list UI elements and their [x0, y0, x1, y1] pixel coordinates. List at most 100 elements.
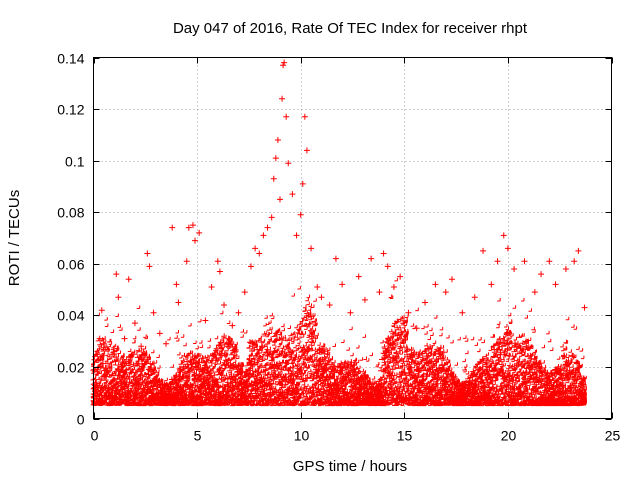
data-point-3 [100, 340, 107, 347]
data-point-52 [301, 113, 308, 120]
data-point-19 [175, 299, 182, 306]
data-point-31 [235, 309, 242, 316]
data-point-34 [252, 245, 259, 252]
x-tick-label: 20 [501, 428, 517, 444]
data-point-47 [285, 160, 292, 167]
data-point-37 [264, 224, 271, 231]
data-point-74 [448, 276, 455, 283]
data-point-7 [115, 294, 122, 301]
data-point-77 [480, 247, 487, 254]
data-point-17 [169, 224, 176, 231]
data-point-73 [442, 289, 449, 296]
data-point-1 [96, 335, 103, 342]
y-tick-label: 0.04 [57, 308, 84, 324]
data-point-89 [571, 258, 578, 265]
data-point-32 [241, 289, 248, 296]
data-point-24 [196, 229, 203, 236]
data-point-67 [390, 283, 397, 290]
data-point-53 [303, 147, 310, 154]
x-axis-label: GPS time / hours [293, 458, 407, 475]
data-point-71 [422, 299, 429, 306]
data-point-88 [562, 265, 569, 272]
scatter-noise-band [90, 277, 587, 407]
noise-band-marks [90, 277, 587, 407]
data-point-35 [256, 250, 263, 257]
data-point-15 [156, 330, 163, 337]
data-point-80 [500, 232, 507, 239]
data-point-57 [326, 302, 333, 309]
x-tick-label: 5 [194, 428, 202, 444]
data-point-59 [339, 281, 346, 288]
data-point-16 [163, 340, 170, 347]
data-point-56 [318, 294, 325, 301]
data-point-20 [183, 258, 190, 265]
x-tick-label: 25 [605, 428, 621, 444]
data-point-75 [459, 309, 466, 316]
data-point-21 [185, 224, 192, 231]
data-point-83 [521, 258, 528, 265]
data-point-6 [113, 271, 120, 278]
data-point-2 [98, 307, 105, 314]
y-tick-label: 0.1 [65, 154, 85, 170]
plot-frame [93, 57, 612, 419]
data-point-13 [146, 263, 153, 270]
data-point-82 [511, 265, 518, 272]
data-point-41 [274, 137, 281, 144]
data-point-70 [413, 325, 420, 332]
data-point-30 [229, 322, 236, 329]
data-point-85 [538, 271, 545, 278]
data-point-68 [397, 273, 404, 280]
data-point-86 [546, 258, 553, 265]
data-point-50 [297, 211, 304, 218]
data-point-61 [355, 273, 362, 280]
data-point-62 [361, 296, 368, 303]
axes-ticks: 0 0.02 0.04 0.06 0.08 0.1 0.12 0.14 0 5 10 15 20 25 [57, 51, 620, 444]
data-point-91 [581, 304, 588, 311]
data-point-64 [376, 289, 383, 296]
x-tick-label: 10 [294, 428, 310, 444]
data-point-66 [384, 263, 391, 270]
data-point-84 [531, 289, 538, 296]
data-point-49 [293, 232, 300, 239]
y-tick-label: 0 [77, 412, 85, 428]
data-point-55 [314, 283, 321, 290]
data-point-38 [268, 214, 275, 221]
y-tick-label: 0.06 [57, 257, 84, 273]
scatter-points [92, 59, 588, 391]
data-point-54 [308, 245, 315, 252]
y-tick-label: 0.12 [57, 102, 84, 118]
data-point-4 [105, 369, 112, 376]
data-point-63 [368, 255, 375, 262]
y-axis-label: ROTI / TECUs [6, 190, 23, 286]
data-point-29 [221, 302, 228, 309]
data-point-87 [552, 281, 559, 288]
data-point-5 [111, 351, 118, 358]
data-point-72 [432, 281, 439, 288]
data-point-28 [216, 268, 223, 275]
data-point-14 [150, 309, 157, 316]
data-point-44 [280, 62, 287, 69]
data-point-78 [488, 281, 495, 288]
data-point-76 [471, 294, 478, 301]
data-point-39 [270, 175, 277, 182]
data-point-10 [131, 320, 138, 327]
data-point-45 [281, 59, 288, 66]
data-point-79 [494, 258, 501, 265]
y-tick-label: 0.02 [57, 360, 84, 376]
y-tick-label: 0.14 [57, 51, 84, 67]
data-point-69 [405, 309, 412, 316]
data-point-46 [283, 113, 290, 120]
data-point-65 [380, 250, 387, 257]
x-tick-label: 0 [91, 428, 99, 444]
data-point-51 [299, 180, 306, 187]
data-point-81 [504, 245, 511, 252]
chart-title: Day 047 of 2016, Rate Of TEC Index for r… [173, 20, 528, 37]
data-point-23 [192, 237, 199, 244]
data-point-9 [125, 276, 132, 283]
data-point-58 [332, 255, 339, 262]
data-point-26 [208, 283, 215, 290]
data-point-22 [189, 222, 196, 229]
data-point-25 [202, 317, 209, 324]
data-point-90 [575, 247, 582, 254]
